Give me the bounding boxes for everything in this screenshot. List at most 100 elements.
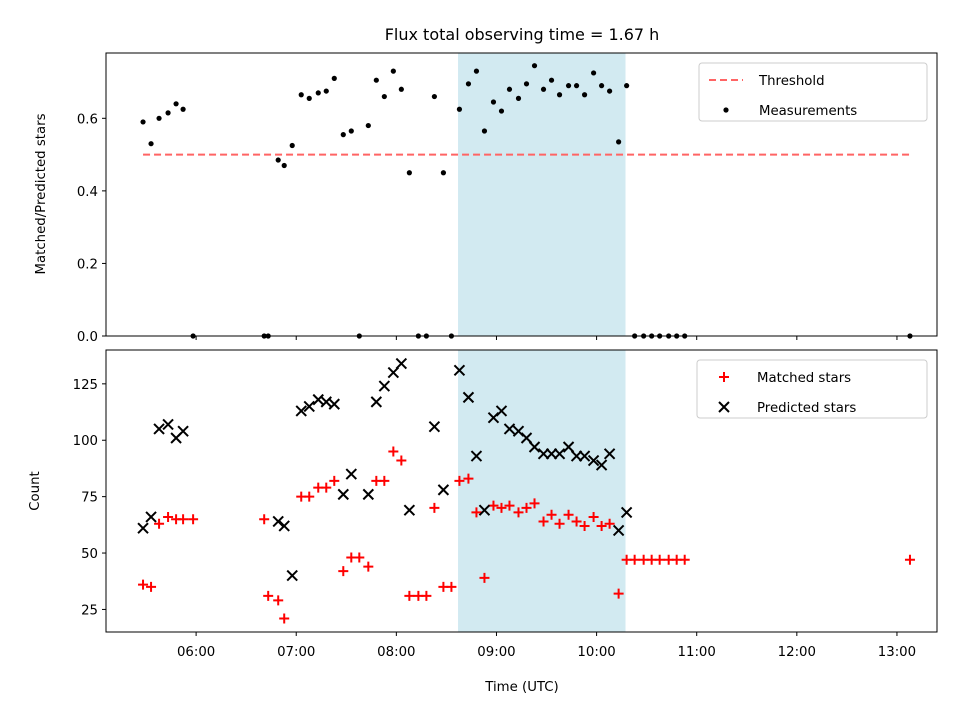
data-point-x	[437, 484, 450, 496]
data-point-plus	[604, 518, 615, 529]
data-point-dot	[465, 81, 472, 87]
data-point-dot	[490, 99, 497, 105]
x-tick-label: 09:00	[477, 645, 515, 660]
observing-window-band	[458, 53, 626, 336]
data-point-x	[587, 454, 600, 467]
data-point-x	[387, 366, 400, 379]
data-point-x	[272, 515, 284, 528]
data-point-plus	[596, 520, 607, 531]
data-point-plus	[613, 588, 624, 599]
x-tick-label: 13:00	[878, 645, 916, 660]
data-point-x	[137, 522, 149, 534]
data-point-plus	[388, 446, 399, 457]
data-point-x	[403, 504, 416, 516]
data-point-x	[470, 450, 483, 462]
data-point-x	[328, 398, 340, 410]
data-point-plus	[579, 520, 590, 531]
x-tick-label: 10:00	[577, 645, 615, 660]
legend: Matched stars Predicted stars	[696, 359, 928, 419]
data-point-plus	[263, 590, 274, 601]
data-point-dot	[140, 119, 146, 125]
data-point-x	[520, 432, 533, 444]
data-point-dot	[289, 142, 295, 149]
data-point-plus	[421, 590, 432, 601]
data-point-x	[312, 393, 324, 406]
data-point-dot	[481, 128, 488, 134]
data-point-x	[462, 391, 475, 404]
data-point-x	[453, 364, 466, 377]
y-tick-label: 25	[81, 603, 98, 618]
data-point-dot	[275, 157, 281, 163]
data-point-plus	[679, 554, 690, 565]
data-point-dot	[165, 110, 171, 116]
legend-box	[696, 359, 928, 419]
data-point-x	[395, 357, 408, 370]
data-point-x	[495, 405, 508, 417]
data-point-plus	[273, 595, 284, 606]
data-point-plus	[571, 516, 582, 527]
data-point-plus	[338, 566, 349, 577]
data-point-plus	[396, 455, 407, 466]
data-point-plus	[496, 502, 507, 513]
y-tick-label: 50	[81, 547, 98, 562]
data-point-dot	[365, 122, 371, 129]
data-point-plus	[546, 509, 557, 520]
legend-marker-plus	[719, 372, 729, 382]
data-point-x	[337, 488, 349, 501]
data-point-dot	[590, 70, 597, 76]
data-point-dot	[156, 115, 162, 121]
legend-label: Matched stars	[757, 371, 851, 386]
data-point-plus	[163, 511, 174, 522]
x-tick-label: 07:00	[277, 645, 315, 660]
y-tick-label: 0.4	[77, 185, 98, 200]
legend-marker-dot	[723, 107, 729, 113]
data-point-plus	[379, 475, 390, 486]
x-tick-label: 08:00	[377, 645, 415, 660]
data-point-plus	[471, 507, 482, 518]
y-tick-label: 0.2	[77, 257, 98, 272]
data-point-plus	[146, 581, 157, 592]
data-point-dot	[581, 92, 588, 98]
data-point-x	[303, 400, 315, 413]
data-point-x	[478, 504, 491, 516]
chart-title: Flux total observing time = 1.67 h	[385, 25, 660, 44]
data-point-dot	[180, 106, 186, 112]
data-point-plus	[538, 516, 549, 527]
data-point-x	[553, 448, 566, 460]
y-tick-label: 100	[73, 434, 98, 449]
axes-frame	[105, 52, 938, 337]
data-point-plus	[554, 518, 565, 529]
data-point-plus	[321, 482, 332, 493]
data-point-x	[428, 420, 441, 433]
data-point-dot	[473, 68, 480, 74]
data-point-x	[345, 468, 358, 480]
data-point-plus	[463, 473, 474, 484]
data-point-x	[378, 380, 391, 392]
data-point-dot	[148, 141, 154, 147]
data-point-dot	[298, 92, 304, 98]
data-point-dot	[598, 83, 605, 89]
data-point-x	[286, 569, 298, 582]
data-point-plus	[588, 511, 599, 522]
data-point-x	[145, 511, 157, 523]
y-tick-label: 0.6	[77, 112, 98, 127]
legend-label: Measurements	[759, 104, 857, 119]
data-point-plus	[279, 613, 290, 624]
data-point-x	[153, 423, 165, 435]
data-point-plus	[354, 552, 365, 563]
data-point-dot	[531, 63, 538, 69]
data-point-x	[177, 425, 189, 437]
x-axis-label: Time (UTC)	[484, 680, 559, 695]
x-tick-label: 11:00	[678, 645, 716, 660]
data-point-plus	[154, 518, 165, 529]
data-point-plus	[188, 514, 199, 525]
data-point-dot	[348, 128, 354, 134]
bottom-panel: 25 50 75 100 125 06:00 07:00 08:00 09:00 10:00 11:…	[73, 349, 938, 660]
data-point-x	[362, 488, 375, 501]
data-point-plus	[454, 475, 465, 486]
data-point-x	[320, 396, 332, 408]
data-point-dot	[616, 139, 622, 145]
data-point-dot	[173, 101, 179, 107]
data-point-x	[595, 459, 608, 471]
y-tick-label: 0.0	[77, 330, 98, 345]
